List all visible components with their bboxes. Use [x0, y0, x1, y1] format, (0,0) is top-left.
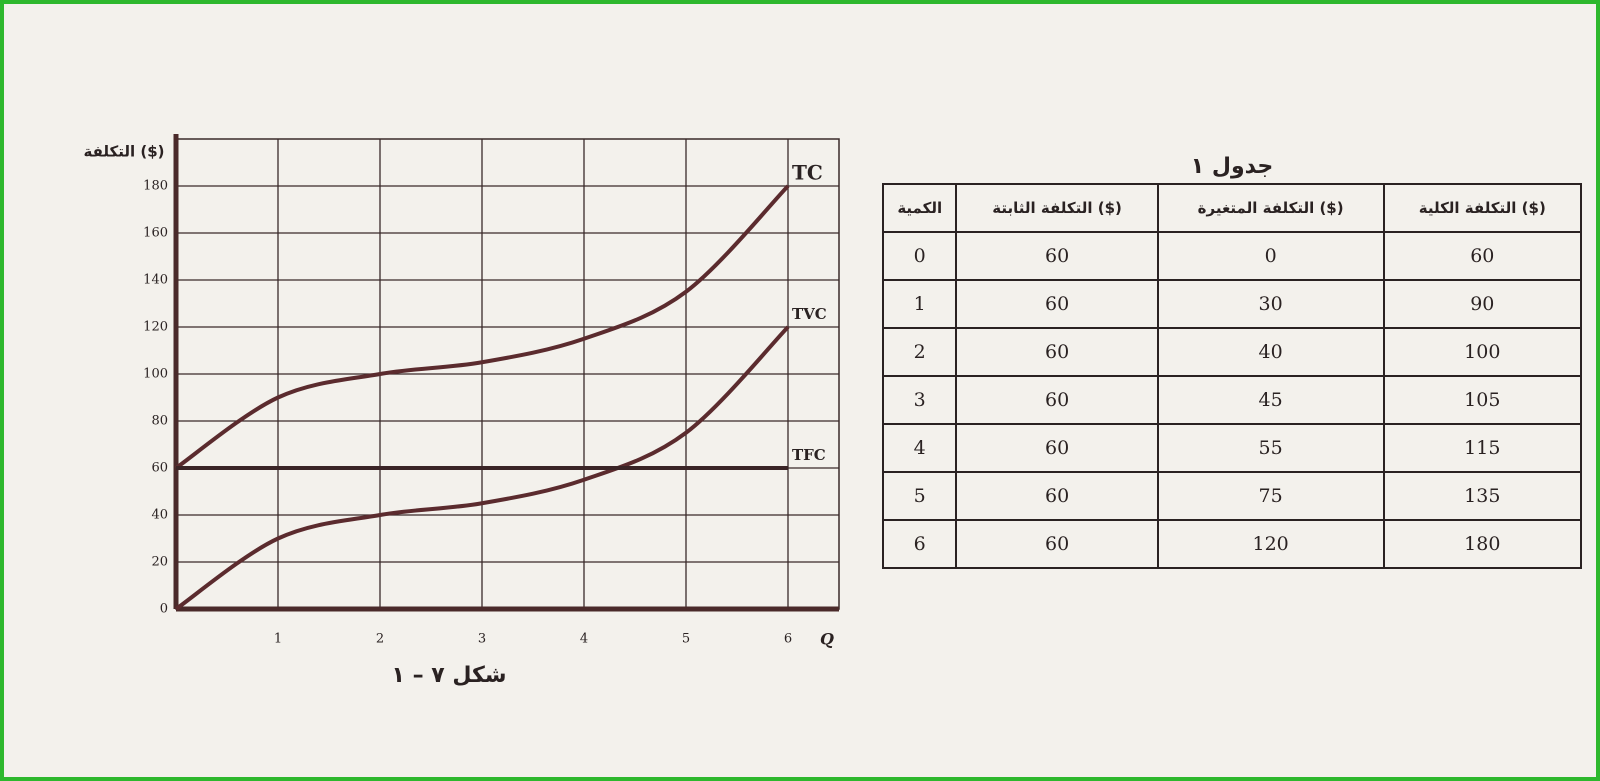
table-cell: 4 [881, 423, 958, 473]
table-row: 2 60 40 100 [881, 327, 1583, 377]
table-block: جدول ١ الكمية التكلفة الثابتة ($) التكلفة … [881, 154, 1583, 569]
y-tick-label: 180 [143, 179, 168, 194]
table-row: 6 60 120 180 [881, 519, 1583, 569]
table-cell: 2 [881, 327, 958, 377]
table-cell: 100 [1382, 327, 1583, 377]
y-tick-label: 60 [151, 461, 168, 476]
series-line [174, 184, 790, 470]
x-tick-label: 1 [274, 632, 282, 647]
header-cell: الكمية [881, 183, 958, 233]
y-axis-label: التكلفة ($) [83, 143, 164, 161]
x-tick-label: 2 [376, 632, 384, 647]
table-cell: 90 [1382, 279, 1583, 329]
table-cell: 60 [955, 375, 1159, 425]
header-row: الكمية التكلفة الثابتة ($) التكلفة المتغير… [881, 183, 1583, 233]
y-tick-label: 40 [151, 508, 168, 523]
table-cell: 55 [1156, 423, 1385, 473]
table-cell: 60 [1382, 231, 1583, 281]
table-cell: 115 [1382, 423, 1583, 473]
header-cell: التكلفة الكلية ($) [1382, 183, 1583, 233]
y-tick-label: 140 [143, 273, 168, 288]
table-title: جدول ١ [1190, 154, 1274, 179]
table-cell: 135 [1382, 471, 1583, 521]
table-cell: 0 [1156, 231, 1385, 281]
x-tick-label: 3 [478, 632, 486, 647]
y-tick-label: 160 [143, 226, 168, 241]
table-cell: 60 [955, 471, 1159, 521]
y-tick-label: 80 [151, 414, 168, 429]
table-cell: 40 [1156, 327, 1385, 377]
table-cell: 75 [1156, 471, 1385, 521]
table-cell: 1 [881, 279, 958, 329]
table-row: 3 60 45 105 [881, 375, 1583, 425]
table-cell: 45 [1156, 375, 1385, 425]
x-tick-label: 4 [580, 632, 588, 647]
y-tick-label: 0 [160, 602, 168, 617]
x-tick-label: 6 [784, 632, 792, 647]
series-label: TC [792, 161, 823, 185]
series-label: TFC [792, 446, 826, 464]
table-cell: 30 [1156, 279, 1385, 329]
table-cell: 3 [881, 375, 958, 425]
series-line [174, 325, 790, 611]
header-cell: التكلفة المتغيرة ($) [1156, 183, 1385, 233]
series-label: TVC [792, 305, 827, 323]
header-cell: التكلفة الثابتة ($) [955, 183, 1159, 233]
table-cell: 120 [1156, 519, 1385, 569]
table: الكمية التكلفة الثابتة ($) التكلفة المتغير… [881, 183, 1583, 569]
table-cell: 0 [881, 231, 958, 281]
table-row: 0 60 0 60 [881, 231, 1583, 281]
table-cell: 60 [955, 279, 1159, 329]
table-row: 4 60 55 115 [881, 423, 1583, 473]
table-cell: 60 [955, 519, 1159, 569]
x-axis-label: Q [820, 630, 834, 649]
y-tick-label: 20 [151, 555, 168, 570]
table-cell: 105 [1382, 375, 1583, 425]
x-tick-label: 5 [682, 632, 690, 647]
table-row: 5 60 75 135 [881, 471, 1583, 521]
table-cell: 60 [955, 423, 1159, 473]
table-cell: 180 [1382, 519, 1583, 569]
chart: التكلفة ($) Q شكل ٧ – ١ 0 20 40 60 80 100 120 1… [83, 134, 840, 688]
table-cell: 60 [955, 327, 1159, 377]
y-tick-label: 100 [143, 367, 168, 382]
table-row: 1 60 30 90 [881, 279, 1583, 329]
table-cell: 5 [881, 471, 958, 521]
y-tick-label: 120 [143, 320, 168, 335]
table-cell: 60 [955, 231, 1159, 281]
figure-caption: شكل ٧ – ١ [392, 663, 507, 688]
table-cell: 6 [881, 519, 958, 569]
